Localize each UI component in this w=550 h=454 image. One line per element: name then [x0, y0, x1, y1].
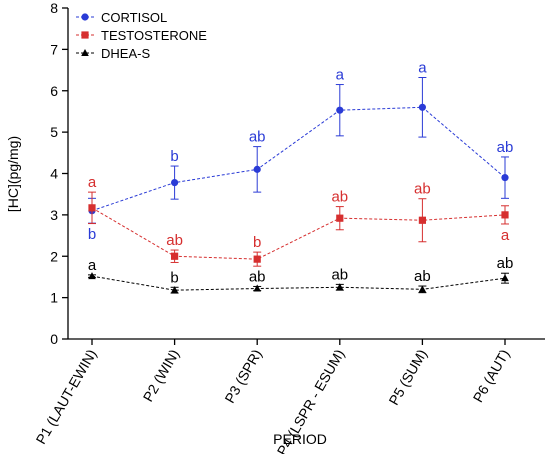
y-tick-label: 1	[50, 290, 58, 306]
circle-marker	[501, 174, 509, 182]
significance-label: b	[88, 226, 96, 243]
triangle-marker	[88, 272, 96, 280]
square-marker	[336, 214, 344, 222]
significance-label: b	[170, 269, 178, 286]
significance-label: b	[253, 234, 261, 251]
significance-label: ab	[331, 266, 348, 283]
y-tick-label: 0	[50, 331, 58, 347]
circle-marker	[253, 165, 261, 173]
x-tick-label: P1 (LAUT-EWIN)	[32, 347, 99, 447]
square-marker	[81, 31, 89, 39]
significance-label: a	[418, 60, 427, 77]
x-tick-label: P5 (SUM)	[385, 347, 430, 408]
y-ticks: 0 1 2 3 4 5 6 7 8	[50, 0, 68, 347]
y-axis-title: [HC](pg/mg)	[5, 136, 21, 212]
significance-label: a	[88, 174, 97, 191]
y-tick-label: 8	[50, 0, 58, 16]
series-testosterone: a ab b ab ab a	[88, 174, 510, 267]
triangle-marker	[418, 285, 427, 293]
y-tick-label: 5	[50, 124, 58, 140]
square-marker	[253, 255, 261, 263]
significance-label: b	[170, 148, 178, 165]
significance-label: a	[501, 227, 510, 244]
triangle-marker	[81, 49, 89, 56]
triangle-marker	[253, 284, 261, 292]
significance-label: a	[88, 257, 97, 274]
x-axis-title: PERIOD	[273, 431, 327, 447]
significance-label: ab	[166, 232, 183, 249]
significance-label: ab	[414, 268, 431, 285]
circle-marker	[81, 13, 89, 21]
significance-label: ab	[414, 181, 431, 198]
y-tick-label: 4	[50, 166, 58, 182]
y-axis: 0 1 2 3 4 5 6 7 8 [HC](pg/mg)	[5, 0, 69, 347]
legend-label: TESTOSTERONE	[101, 28, 207, 43]
square-marker	[501, 211, 509, 219]
circle-marker	[336, 106, 344, 114]
legend: CORTISOL TESTOSTERONE DHEA-S	[76, 10, 207, 61]
significance-label: ab	[497, 139, 514, 156]
significance-label: a	[336, 67, 345, 84]
x-axis: P1 (LAUT-EWIN) P2 (WIN) P3 (SPR) P4 (LSPR -…	[32, 338, 545, 454]
triangle-marker	[170, 286, 179, 294]
circle-marker	[171, 179, 179, 187]
significance-label: ab	[249, 129, 266, 146]
series-line	[91, 275, 506, 291]
significance-label: ab	[331, 189, 348, 206]
square-marker	[418, 216, 426, 224]
triangle-marker	[501, 274, 509, 282]
y-tick-label: 6	[50, 83, 58, 99]
y-tick-label: 7	[50, 41, 58, 57]
significance-label: ab	[249, 268, 266, 285]
x-tick-label: P6 (AUT)	[470, 347, 513, 406]
x-tick-label: P2 (WIN)	[140, 347, 183, 405]
legend-label: DHEA-S	[101, 46, 150, 61]
square-marker	[88, 204, 96, 212]
series-line	[91, 207, 506, 260]
square-marker	[171, 252, 179, 260]
y-tick-label: 3	[50, 207, 58, 223]
circle-marker	[418, 103, 426, 111]
significance-label: ab	[497, 255, 514, 272]
legend-label: CORTISOL	[101, 10, 167, 25]
series-line	[91, 106, 506, 212]
y-tick-label: 2	[50, 248, 58, 264]
x-tick-label: P3 (SPR)	[221, 347, 264, 406]
triangle-marker	[336, 283, 344, 291]
series-cortisol: b b ab a a ab	[88, 60, 514, 244]
